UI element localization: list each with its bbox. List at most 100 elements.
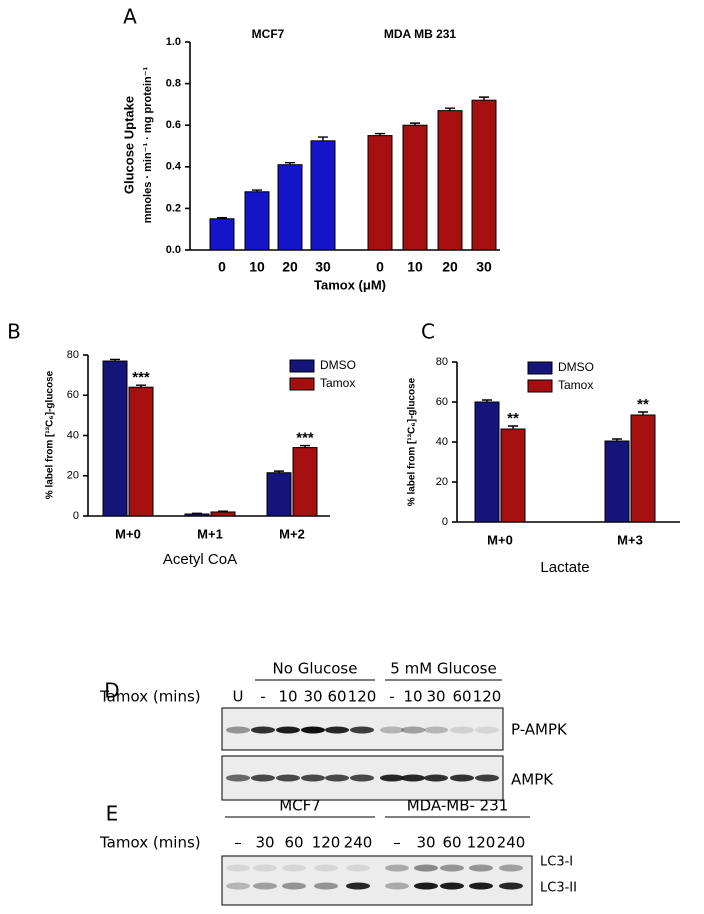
lane-label: 30 [303,688,322,706]
band [440,864,464,872]
band [226,726,250,734]
band [314,882,338,890]
x-tick-label: 30 [315,259,331,275]
band [251,774,275,782]
lane-label: 240 [497,834,526,852]
y-tick-label: 20 [436,476,448,488]
legend-label: DMSO [320,358,356,372]
band-label: LC3-I [540,855,573,870]
band [226,864,250,872]
x-axis-label: Tamox (μM) [314,277,386,292]
bar [266,472,292,517]
lane-label: 120 [467,834,496,852]
x-axis-label: Lactate [540,559,589,576]
significance: *** [132,369,150,386]
y-axis-label: Glucose Uptake [121,96,136,194]
band [475,774,499,782]
band [414,882,438,890]
y-tick-label: 60 [436,396,448,408]
bar [210,511,236,517]
significance: ** [507,410,519,427]
x-tick-label: M+1 [197,526,223,541]
y-tick-label: 0 [442,516,448,528]
error-bar [445,107,455,111]
error-bar [136,384,146,388]
band [450,774,474,782]
band [226,774,250,782]
x-tick-label: 20 [282,259,298,275]
band-label: AMPK [511,771,554,789]
y-axis-label: % label from [¹³C₆]-glucose [407,377,418,506]
lane-label: 30 [416,834,435,852]
error-bar [217,217,227,219]
y-tick-label: 0 [73,510,79,522]
lane-label: U [233,688,244,706]
x-tick-label: 10 [249,259,265,275]
lane-label: 120 [473,688,502,706]
error-bar [318,136,328,141]
band-label: LC3-II [540,881,577,896]
blot-header: MDA-MB- 231 [407,797,509,815]
error-bar [479,96,489,101]
lane-label: 120 [312,834,341,852]
lane-label: 60 [452,688,471,706]
band [380,774,404,782]
error-bar [612,438,622,441]
y-tick-label: 0.0 [166,244,181,256]
bar [500,428,526,523]
error-bar [110,358,120,362]
band [325,726,349,734]
blot-header: MCF7 [279,797,321,815]
lane-label: - [260,688,265,706]
legend-label: Tamox [558,378,593,392]
band [325,774,349,782]
band [314,864,338,872]
bar [244,191,270,251]
blot-image [221,855,533,906]
x-tick-label: M+0 [115,526,141,541]
legend-swatch [527,379,553,393]
band-label: P-AMPK [511,721,568,739]
lane-label: 30 [426,688,445,706]
x-tick-label: 30 [476,259,492,275]
blot-header: No Glucose [273,660,358,678]
band [401,774,425,782]
error-bar [638,411,648,415]
lane-label: 60 [284,834,303,852]
x-tick-label: M+3 [617,532,643,547]
band [424,726,448,734]
x-tick-label: 0 [376,259,384,275]
error-bar [482,399,492,402]
bar [402,124,428,251]
bar [277,164,303,251]
error-bar [252,189,262,192]
lane-label: 10 [278,688,297,706]
bar [604,440,630,523]
legend-label: Tamox [320,376,355,390]
bar [102,360,128,517]
band [450,726,474,734]
band [499,882,523,890]
band [499,864,523,872]
lane-label: 10 [403,688,422,706]
y-tick-label: 20 [67,470,79,482]
band [424,774,448,782]
bar [292,447,318,517]
panel-label: B [7,320,21,344]
error-bar [218,510,228,512]
lane-label: – [234,834,242,852]
error-bar [508,425,518,429]
x-tick-label: M+2 [279,526,305,541]
lane-label: 30 [255,834,274,852]
band [350,726,374,734]
band [282,864,306,872]
panel-label: C [421,320,435,344]
y-tick-label: 80 [67,349,79,361]
panel-label: E [106,802,119,826]
row-label: Tamox (mins) [99,688,201,706]
band [253,882,277,890]
y-tick-label: 60 [67,389,79,401]
lane-label: 240 [344,834,373,852]
band [226,882,250,890]
